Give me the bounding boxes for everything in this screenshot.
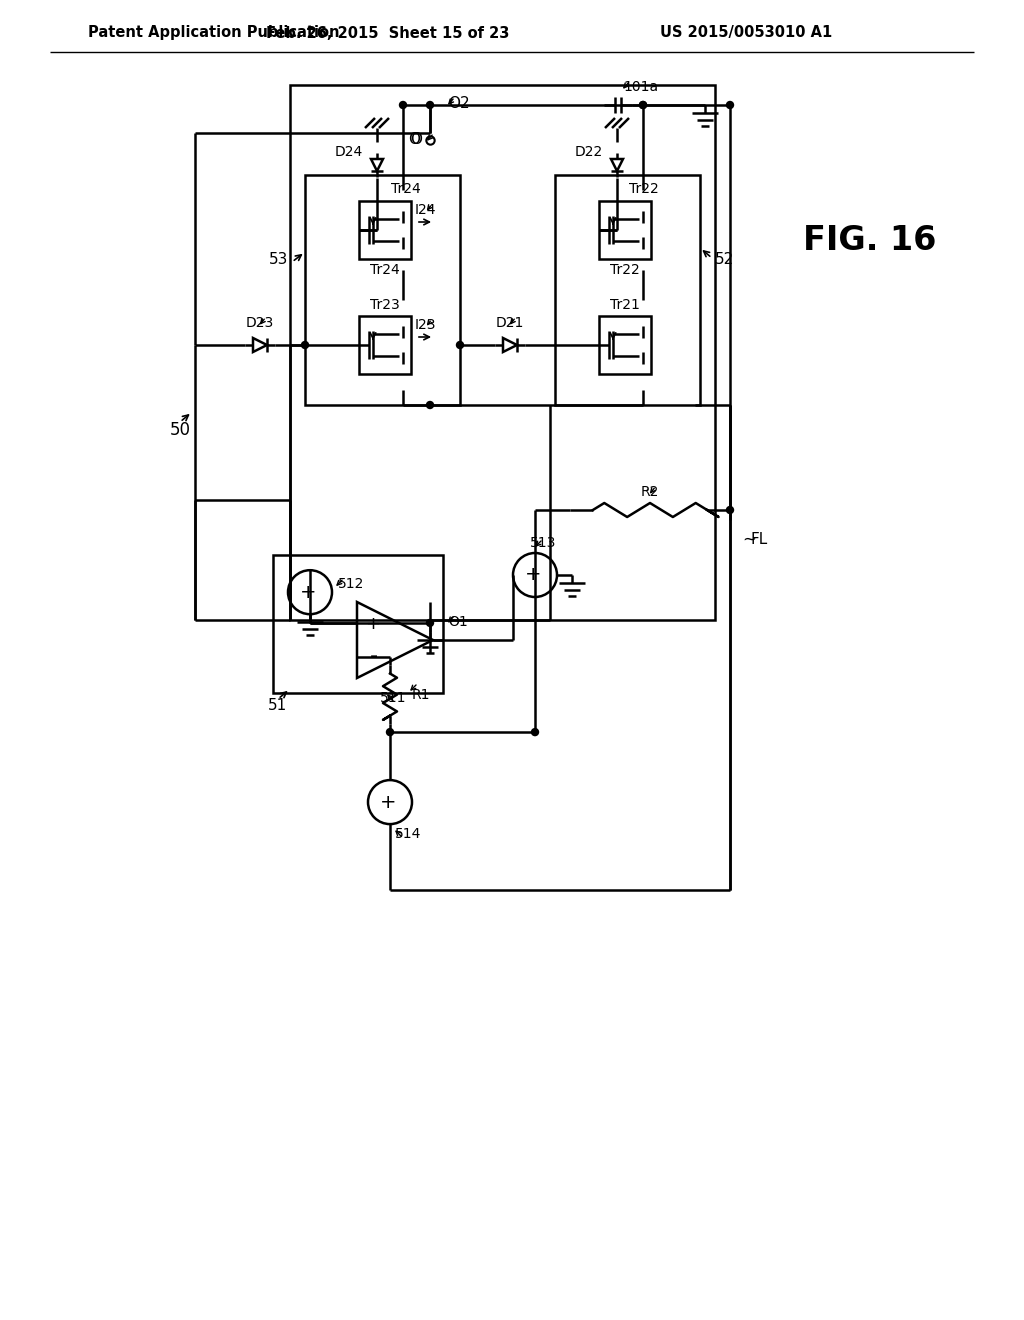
Text: O: O <box>408 132 420 148</box>
Polygon shape <box>253 338 267 352</box>
Text: -: - <box>370 645 378 667</box>
Circle shape <box>640 102 646 108</box>
Text: R2: R2 <box>641 484 659 499</box>
Text: Tr24: Tr24 <box>391 182 421 195</box>
Circle shape <box>531 729 539 735</box>
Text: FIG. 16: FIG. 16 <box>803 223 937 256</box>
Text: D21: D21 <box>496 315 524 330</box>
Text: I24: I24 <box>415 203 436 216</box>
Bar <box>305 176 460 405</box>
Text: O2: O2 <box>449 95 470 111</box>
Circle shape <box>427 401 433 408</box>
Text: D24: D24 <box>335 145 364 158</box>
Text: Tr22: Tr22 <box>610 263 640 277</box>
Text: +: + <box>366 615 381 634</box>
Bar <box>359 201 411 259</box>
Text: 52: 52 <box>715 252 734 268</box>
Circle shape <box>399 102 407 108</box>
Bar <box>273 556 443 693</box>
Polygon shape <box>503 338 517 352</box>
Circle shape <box>640 102 646 108</box>
Circle shape <box>386 729 393 735</box>
Polygon shape <box>611 158 623 172</box>
Bar <box>555 176 700 405</box>
Text: O1: O1 <box>449 615 468 630</box>
Text: +: + <box>524 565 542 585</box>
Polygon shape <box>371 158 383 172</box>
Text: D23: D23 <box>246 315 274 330</box>
Text: Tr21: Tr21 <box>610 298 640 312</box>
Text: D22: D22 <box>574 145 603 158</box>
Text: FL: FL <box>750 532 767 548</box>
Text: Patent Application Publication: Patent Application Publication <box>88 25 340 41</box>
Text: 513: 513 <box>530 536 556 550</box>
Circle shape <box>726 102 733 108</box>
Text: ~: ~ <box>742 531 756 549</box>
Text: 51: 51 <box>268 697 288 713</box>
Text: 511: 511 <box>380 690 407 705</box>
Circle shape <box>726 507 733 513</box>
Circle shape <box>457 342 464 348</box>
Text: US 2015/0053010 A1: US 2015/0053010 A1 <box>660 25 833 41</box>
Text: +: + <box>300 582 316 602</box>
Bar <box>359 315 411 374</box>
Text: I23: I23 <box>415 318 436 333</box>
Text: 53: 53 <box>268 252 288 268</box>
Text: Tr22: Tr22 <box>629 182 658 195</box>
Text: 512: 512 <box>338 577 365 591</box>
Text: 101a: 101a <box>623 81 658 94</box>
Text: 50: 50 <box>170 421 191 440</box>
Text: R1: R1 <box>412 688 430 702</box>
Text: O: O <box>410 132 422 148</box>
Text: Tr24: Tr24 <box>370 263 400 277</box>
Text: +: + <box>380 792 396 812</box>
Text: Tr23: Tr23 <box>370 298 400 312</box>
Text: Feb. 26, 2015  Sheet 15 of 23: Feb. 26, 2015 Sheet 15 of 23 <box>266 25 510 41</box>
Circle shape <box>427 619 433 627</box>
Circle shape <box>301 342 308 348</box>
Bar <box>599 315 651 374</box>
Bar <box>599 201 651 259</box>
Text: 514: 514 <box>395 828 421 841</box>
Bar <box>290 84 715 620</box>
Circle shape <box>427 102 433 108</box>
